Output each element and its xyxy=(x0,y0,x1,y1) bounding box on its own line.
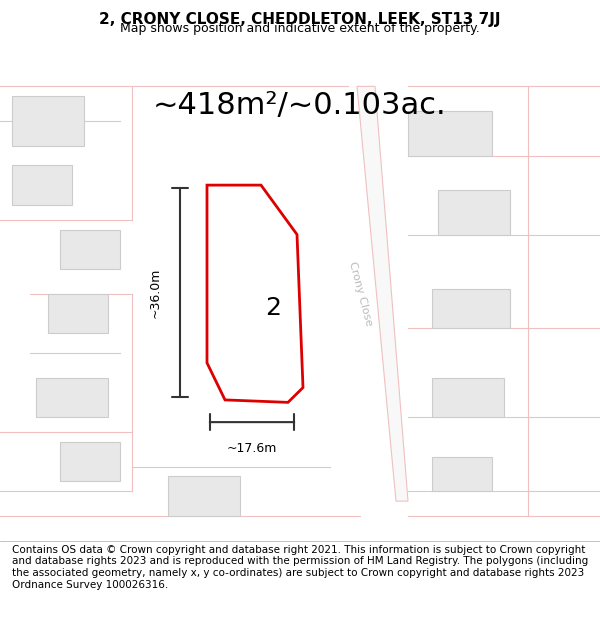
Bar xyxy=(408,111,492,156)
Text: ~36.0m: ~36.0m xyxy=(149,268,162,318)
Bar xyxy=(48,294,108,333)
Bar xyxy=(432,289,510,328)
Bar xyxy=(12,166,72,205)
Text: 2, CRONY CLOSE, CHEDDLETON, LEEK, ST13 7JJ: 2, CRONY CLOSE, CHEDDLETON, LEEK, ST13 7… xyxy=(99,12,501,27)
Bar xyxy=(438,190,510,234)
Text: Crony Close: Crony Close xyxy=(347,261,373,327)
Text: Map shows position and indicative extent of the property.: Map shows position and indicative extent… xyxy=(120,22,480,35)
Bar xyxy=(36,378,108,418)
Bar xyxy=(60,229,120,269)
Text: Contains OS data © Crown copyright and database right 2021. This information is : Contains OS data © Crown copyright and d… xyxy=(12,545,588,589)
Text: ~418m²/~0.103ac.: ~418m²/~0.103ac. xyxy=(153,91,447,120)
Text: 2: 2 xyxy=(265,296,281,320)
Polygon shape xyxy=(207,185,303,402)
Bar xyxy=(60,442,120,481)
Bar xyxy=(432,457,492,491)
Polygon shape xyxy=(357,86,408,501)
Bar xyxy=(432,378,504,418)
Bar xyxy=(168,476,240,516)
Bar xyxy=(12,96,84,146)
Text: ~17.6m: ~17.6m xyxy=(227,442,277,455)
